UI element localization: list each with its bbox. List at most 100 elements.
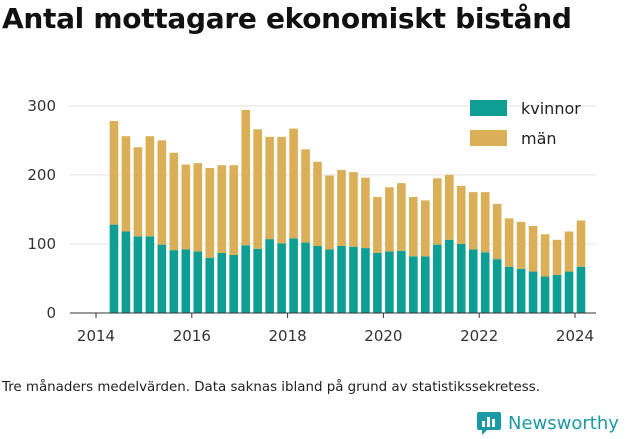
y-tick-label: 200: [27, 166, 56, 184]
chart-title: Antal mottagare ekonomiskt bistånd: [2, 2, 572, 35]
bar-män: [564, 231, 574, 272]
bar-kvinnor: [361, 248, 370, 313]
legend-label-kvinnor: kvinnor: [521, 99, 581, 118]
bar-män: [265, 136, 274, 240]
bar-män: [528, 225, 538, 272]
bar-män: [349, 172, 358, 247]
bar-män: [229, 165, 239, 255]
bar-män: [432, 178, 442, 245]
bar-kvinnor: [432, 244, 442, 313]
x-tick-label: 2016: [173, 327, 211, 345]
bar-män: [492, 203, 502, 260]
bar-kvinnor: [385, 251, 394, 313]
bar-kvinnor: [480, 252, 490, 313]
bar-kvinnor: [397, 250, 406, 313]
x-tick-label: 2024: [556, 327, 594, 345]
bar-män: [241, 109, 250, 246]
bar-kvinnor: [169, 250, 179, 313]
legend-swatch-kvinnor: [470, 100, 507, 116]
bar-män: [385, 187, 394, 252]
bar-män: [133, 147, 143, 237]
bar-män: [552, 239, 562, 276]
bar-män: [325, 175, 334, 250]
bar-män: [181, 164, 191, 250]
brand-name: Newsworthy: [508, 412, 619, 434]
bar-män: [397, 183, 406, 251]
bar-män: [576, 220, 586, 267]
bar-chart-speech-bubble-icon: [477, 412, 501, 435]
bar-kvinnor: [205, 257, 215, 313]
x-tick-label: 2014: [77, 327, 115, 345]
x-tick-label: 2020: [364, 327, 402, 345]
bar-kvinnor: [121, 231, 131, 313]
bar-kvinnor: [528, 271, 538, 313]
x-tick-label: 2018: [269, 327, 307, 345]
bar-kvinnor: [516, 268, 526, 313]
bar-kvinnor: [444, 239, 454, 313]
bar-kvinnor: [157, 244, 167, 313]
bar-män: [109, 121, 119, 225]
bar-kvinnor: [145, 236, 155, 313]
bar-kvinnor: [265, 239, 274, 313]
bar-män: [516, 221, 526, 269]
bar-män: [277, 136, 286, 244]
chart-caption: Tre månaders medelvärden. Data saknas ib…: [2, 380, 540, 395]
bar-män: [468, 192, 478, 250]
bar-män: [313, 161, 322, 247]
x-tick-label: 2022: [460, 327, 498, 345]
bar-män: [217, 165, 227, 253]
bar-män: [456, 185, 466, 244]
y-tick-label: 300: [27, 97, 56, 115]
bar-kvinnor: [349, 246, 358, 313]
y-tick-label: 100: [27, 235, 56, 253]
bar-män: [409, 196, 418, 257]
bar-män: [373, 196, 382, 253]
bar-män: [361, 177, 370, 249]
bar-män: [301, 149, 310, 243]
bar-män: [169, 152, 179, 251]
brand-logo: Newsworthy: [476, 410, 619, 436]
bar-män: [444, 174, 454, 240]
bar-män: [253, 129, 262, 249]
bar-män: [121, 136, 131, 232]
bar-kvinnor: [552, 275, 562, 313]
bar-kvinnor: [241, 245, 250, 313]
bar-kvinnor: [576, 266, 586, 313]
bar-kvinnor: [253, 248, 262, 313]
bar-kvinnor: [193, 251, 203, 313]
bar-män: [157, 140, 167, 245]
bar-kvinnor: [409, 256, 418, 313]
bar-kvinnor: [229, 254, 239, 313]
bar-kvinnor: [181, 249, 191, 313]
bar-kvinnor: [468, 249, 478, 313]
axes: 0 100 200 300 2014 2016 2018 2020 2022 2024: [27, 97, 596, 345]
bar-kvinnor: [492, 259, 502, 313]
bar-män: [145, 136, 155, 237]
bar-kvinnor: [277, 243, 286, 313]
bar-kvinnor: [313, 246, 322, 313]
bar-kvinnor: [540, 276, 550, 313]
bar-kvinnor: [456, 243, 466, 313]
bar-kvinnor: [373, 252, 382, 313]
bar-kvinnor: [325, 249, 334, 313]
legend-swatch-män: [470, 130, 507, 146]
y-tick-label: 0: [46, 304, 56, 322]
bar-kvinnor: [133, 236, 143, 313]
bar-kvinnor: [289, 238, 298, 313]
legend-label-män: män: [521, 129, 557, 148]
bar-kvinnor: [337, 246, 346, 313]
bar-kvinnor: [109, 224, 119, 313]
bar-män: [480, 192, 490, 253]
bar-kvinnor: [301, 242, 310, 313]
bar-män: [205, 167, 215, 258]
bar-kvinnor: [504, 266, 514, 313]
bar-kvinnor: [421, 256, 430, 313]
bar-män: [193, 163, 203, 252]
bar-män: [421, 200, 430, 257]
bar-kvinnor: [217, 252, 227, 313]
bars: [109, 109, 586, 313]
bar-kvinnor: [564, 271, 574, 313]
bar-män: [504, 218, 514, 267]
legend: kvinnor män: [470, 99, 581, 148]
